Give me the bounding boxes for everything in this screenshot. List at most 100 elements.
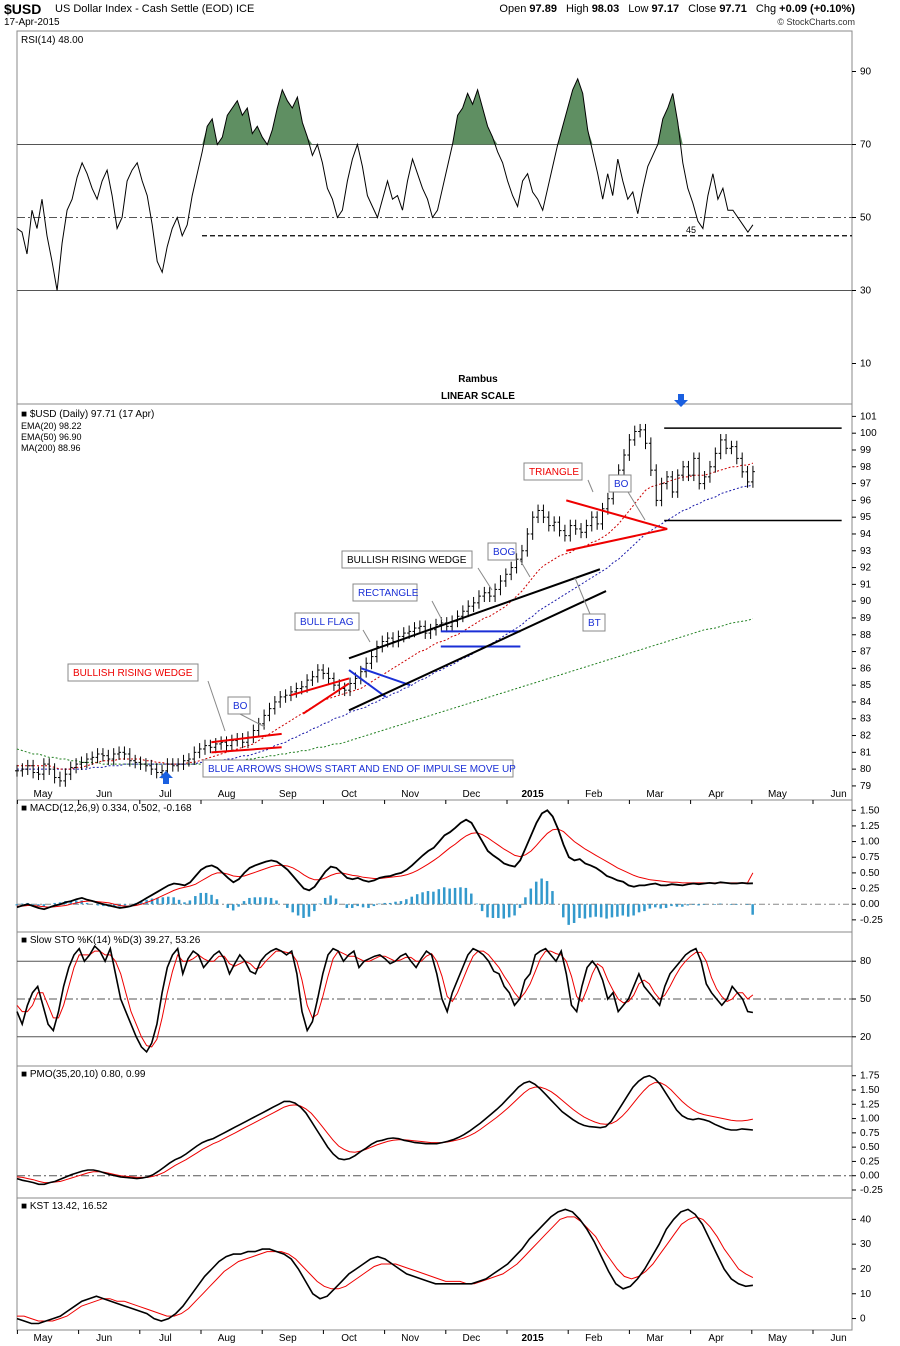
price-bar [552,516,557,532]
triangle-lower [566,527,668,552]
symbol: $USD [4,1,42,17]
macd-hist-bar [637,904,641,913]
macd-hist-bar [545,881,549,905]
label-bullish-rising-wedge-1-text: BULLISH RISING WEDGE [73,668,193,679]
y-tick-label: 89 [860,613,872,624]
price-month-may: May [34,789,53,800]
price-bar [638,423,643,438]
ema20-legend: EMA(20) 98.22 [21,421,82,431]
y-tick-label: 80 [860,764,872,775]
price-bar [541,504,546,524]
macd-hist-bar [302,904,305,918]
panel-frame [16,403,853,801]
y-tick-label: 30 [860,1239,872,1250]
label-triangle-text: TRIANGLE [529,467,579,478]
macd-hist-bar [69,901,73,905]
price-bar [348,677,353,697]
label-bullish-rising-wedge-1-box [67,663,199,682]
y-tick-label: 0.00 [860,1171,880,1182]
price-bar [573,519,578,535]
price-bar [664,470,669,490]
macd-hist-bar [529,888,533,905]
price-month-mar: Mar [646,789,664,800]
bull-flag-upper [360,667,411,687]
y-tick-label: 10 [860,359,872,370]
macd-hist-bar [334,898,338,905]
price-bar [63,768,68,787]
label-rectangle-box [352,583,418,602]
rambus-label: Rambus [458,374,498,385]
price-bar [471,596,476,613]
price-bar [20,763,25,777]
ma200-legend: MA(200) 88.96 [21,443,81,453]
kst-line [16,1208,754,1325]
y-tick-label: 80 [860,956,872,967]
macd-hist-bar [718,903,722,905]
label-bullish-rising-wedge-2-pointer [477,567,493,591]
price-month-oct: Oct [341,789,357,800]
bottom-month-feb: Feb [585,1333,603,1344]
macd-hist-bar [605,904,608,919]
y-tick-label: 81 [860,747,872,758]
price-bar [729,440,734,455]
price-bar [79,756,84,770]
label-bog-pointer [519,559,531,578]
price-bar [380,635,385,653]
impulse-end-arrow [674,394,688,407]
price-month-jun: Jun [831,789,847,800]
price-bar [546,511,551,532]
y-tick-label: 90 [860,596,872,607]
macd-histogram [15,878,754,925]
price-bar [15,764,19,777]
quote-date: 17-Apr-2015 [4,17,60,28]
macd-hist-bar [432,891,435,905]
price-bar [176,758,181,772]
macd-hist-bar [42,904,46,907]
y-tick-label: 85 [860,680,872,691]
price-bar [74,758,79,774]
kst-title: ■ KST 13.42, 16.52 [21,1201,108,1212]
chart-header: $USD US Dollar Index - Cash Settle (EOD)… [0,0,900,30]
y-tick-label: 1.50 [860,1085,880,1096]
price-bar [117,746,122,760]
macd-hist-bar [139,901,143,905]
macd-hist-bar [453,887,457,905]
price-bar [36,766,41,781]
price-bar [364,657,369,678]
macd-hist-bar [670,904,673,907]
macd-hist-bar [291,904,294,913]
macd-hist-bar [388,902,392,905]
y-tick-label: 100 [860,428,877,439]
price-month-nov: Nov [401,789,419,800]
price-title: ■ $USD (Daily) 97.71 (17 Apr) [21,409,154,420]
price-bar [315,664,320,683]
panel-frame [16,1197,853,1331]
price-bar [396,630,401,648]
kst-signal-line [17,1216,754,1322]
y-tick-label: 1.00 [860,837,880,848]
price-month-sep: Sep [279,789,297,800]
price-month-may: May [768,789,787,800]
price-bar [734,440,739,465]
label-bog-box [487,542,517,561]
macd-hist-bar [589,904,592,918]
label-bt-box [582,613,606,632]
macd-hist-bar [410,896,414,905]
label-bt: BT [574,577,606,632]
price-bar [272,696,277,715]
price-bar [154,763,159,779]
macd-hist-bar [599,904,603,918]
open-label: Open [499,3,527,15]
price-bar [133,754,138,769]
bottom-month-aug: Aug [218,1333,236,1344]
price-bar [288,685,293,702]
macd-hist-bar [167,896,170,905]
price-bar [525,528,530,557]
macd-hist-bar [681,904,684,907]
macd-hist-bar [442,887,446,905]
price-bar [84,753,89,769]
price-bar [213,738,218,754]
macd-hist-bar [497,904,500,918]
macd-hist-bar [172,897,175,905]
price-bar [197,743,202,759]
